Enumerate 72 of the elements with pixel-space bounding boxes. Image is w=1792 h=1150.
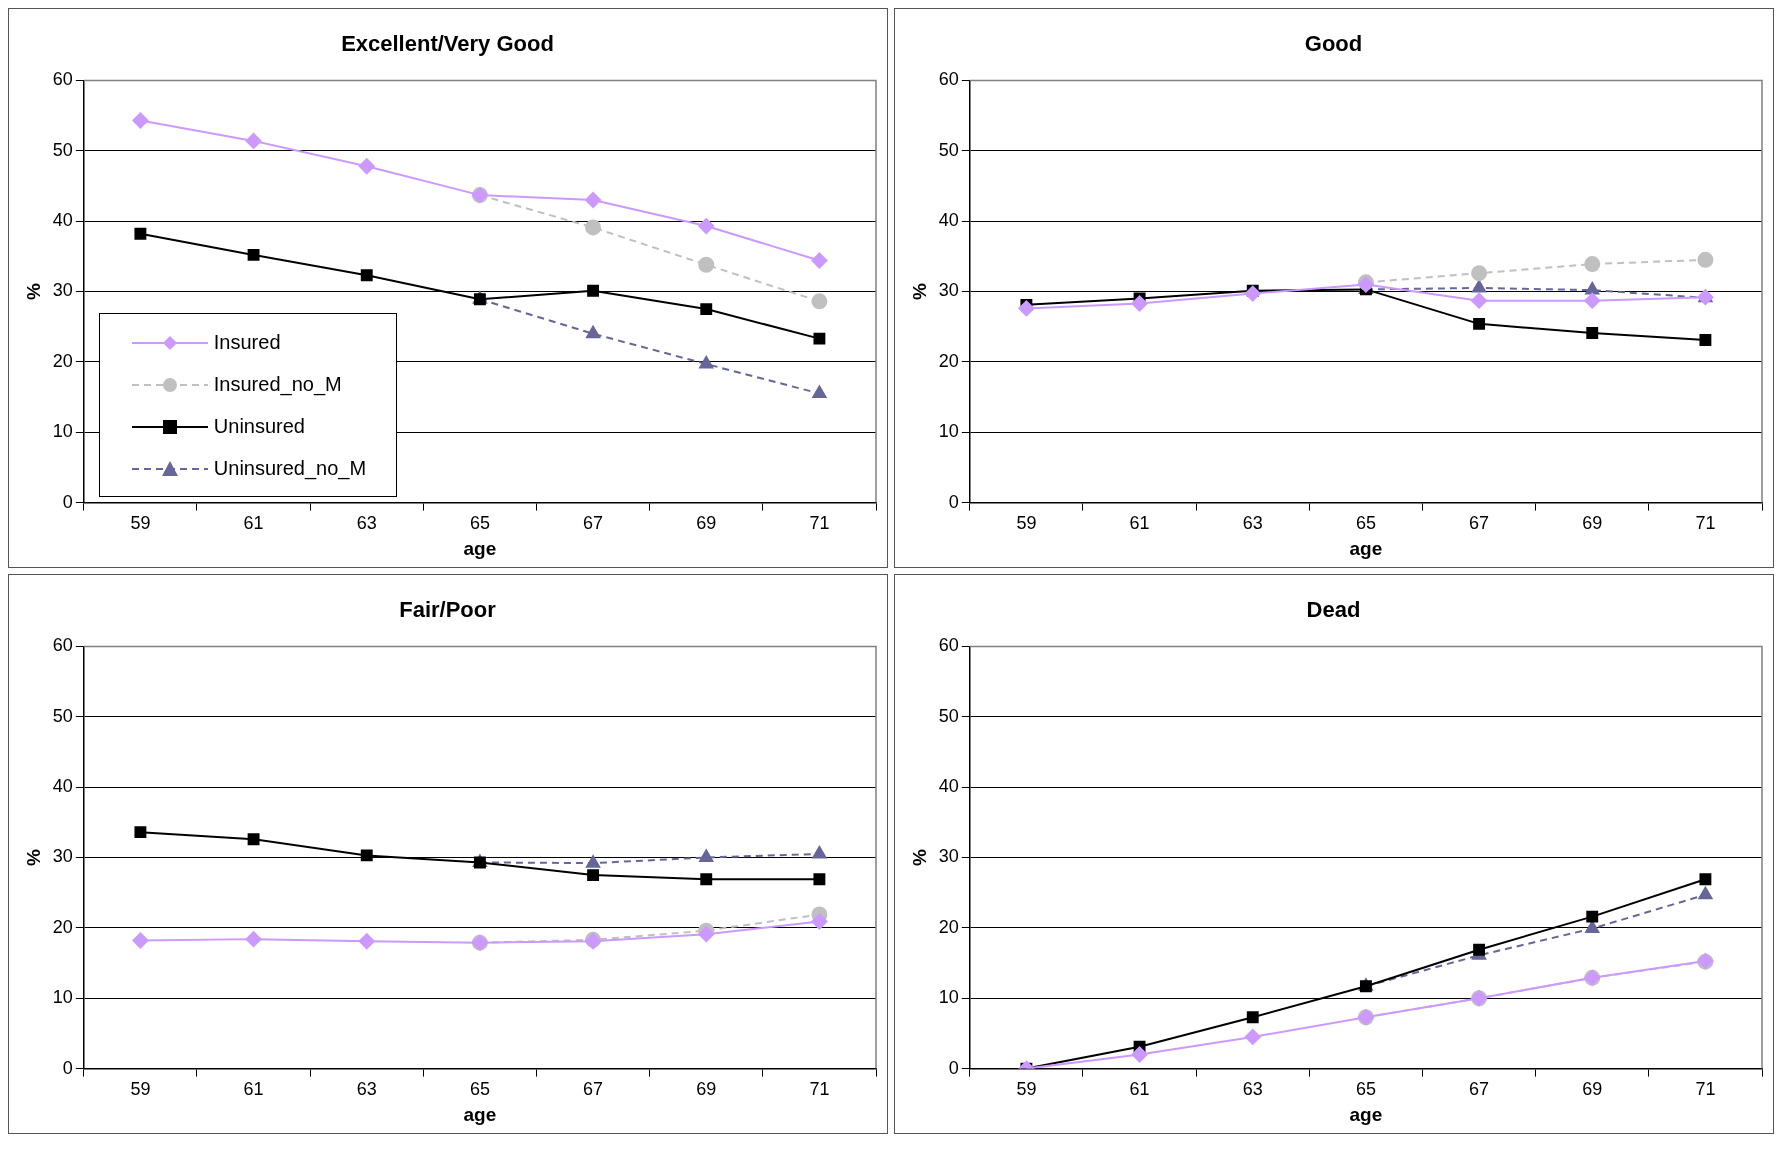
y-axis-title: % (22, 282, 44, 300)
x-tick-label: 69 (696, 1079, 717, 1100)
x-tick-label: 61 (243, 513, 264, 534)
y-tick-label: 50 (52, 139, 73, 160)
y-tick-label: 40 (938, 776, 959, 797)
x-tick-label: 61 (243, 1079, 264, 1100)
y-tick-label: 30 (938, 280, 959, 301)
x-tick-label: 69 (696, 513, 717, 534)
x-tick-label: 69 (1582, 1079, 1603, 1100)
y-tick-label: 20 (52, 916, 73, 937)
y-tick-label: 10 (938, 987, 959, 1008)
y-tick-label: 20 (52, 350, 73, 371)
y-tick-label: 30 (52, 846, 73, 867)
legend-label: Insured (213, 331, 281, 355)
chart-title: Good (1304, 31, 1363, 57)
y-tick-label: 20 (938, 916, 959, 937)
x-tick-label: 61 (1129, 1079, 1150, 1100)
x-tick-label: 65 (469, 513, 490, 534)
x-tick-label: 67 (1469, 1079, 1490, 1100)
x-tick-label: 63 (1242, 1079, 1263, 1100)
x-tick-label: 67 (1469, 513, 1490, 534)
x-axis-title: age (463, 1103, 497, 1125)
x-tick-label: 67 (583, 1079, 604, 1100)
y-tick-label: 20 (938, 350, 959, 371)
legend-label: Uninsured (213, 415, 305, 439)
x-tick-label: 59 (1016, 513, 1037, 534)
chart-title: Fair/Poor (399, 597, 497, 623)
y-tick-label: 30 (52, 280, 73, 301)
y-tick-label: 50 (52, 705, 73, 726)
x-tick-label: 59 (1016, 1079, 1037, 1100)
y-tick-label: 60 (52, 635, 73, 656)
x-tick-label: 71 (1695, 513, 1716, 534)
x-tick-label: 65 (469, 1079, 490, 1100)
chart-title: Dead (1306, 597, 1361, 623)
y-tick-label: 40 (52, 210, 73, 231)
x-tick-label: 63 (356, 1079, 377, 1100)
y-tick-label: 0 (948, 491, 959, 512)
y-tick-label: 0 (62, 1057, 73, 1078)
x-tick-label: 59 (130, 513, 151, 534)
x-tick-label: 69 (1582, 513, 1603, 534)
x-tick-label: 65 (1355, 1079, 1376, 1100)
x-tick-label: 67 (583, 513, 604, 534)
x-axis-title: age (1349, 1103, 1383, 1125)
legend-label: Insured_no_M (213, 373, 342, 397)
y-tick-label: 10 (52, 987, 73, 1008)
y-tick-label: 60 (938, 635, 959, 656)
x-axis-title: age (463, 537, 497, 559)
x-tick-label: 71 (809, 1079, 830, 1100)
x-tick-label: 71 (809, 513, 830, 534)
x-tick-label: 63 (1242, 513, 1263, 534)
y-axis-title: % (908, 282, 930, 300)
x-axis-title: age (1349, 537, 1383, 559)
legend-label: Uninsured_no_M (213, 457, 367, 481)
y-tick-label: 0 (62, 491, 73, 512)
y-tick-label: 40 (938, 210, 959, 231)
y-tick-label: 30 (938, 846, 959, 867)
y-axis-title: % (908, 848, 930, 866)
y-axis-title: % (22, 848, 44, 866)
y-tick-label: 10 (52, 421, 73, 442)
y-tick-label: 60 (938, 69, 959, 90)
chart-title: Excellent/Very Good (341, 31, 554, 57)
y-tick-label: 60 (52, 69, 73, 90)
x-tick-label: 59 (130, 1079, 151, 1100)
y-tick-label: 50 (938, 705, 959, 726)
y-tick-label: 40 (52, 776, 73, 797)
y-tick-label: 0 (948, 1057, 959, 1078)
x-tick-label: 71 (1695, 1079, 1716, 1100)
y-tick-label: 10 (938, 421, 959, 442)
x-tick-label: 65 (1355, 513, 1376, 534)
y-tick-label: 50 (938, 139, 959, 160)
x-tick-label: 61 (1129, 513, 1150, 534)
x-tick-label: 63 (356, 513, 377, 534)
